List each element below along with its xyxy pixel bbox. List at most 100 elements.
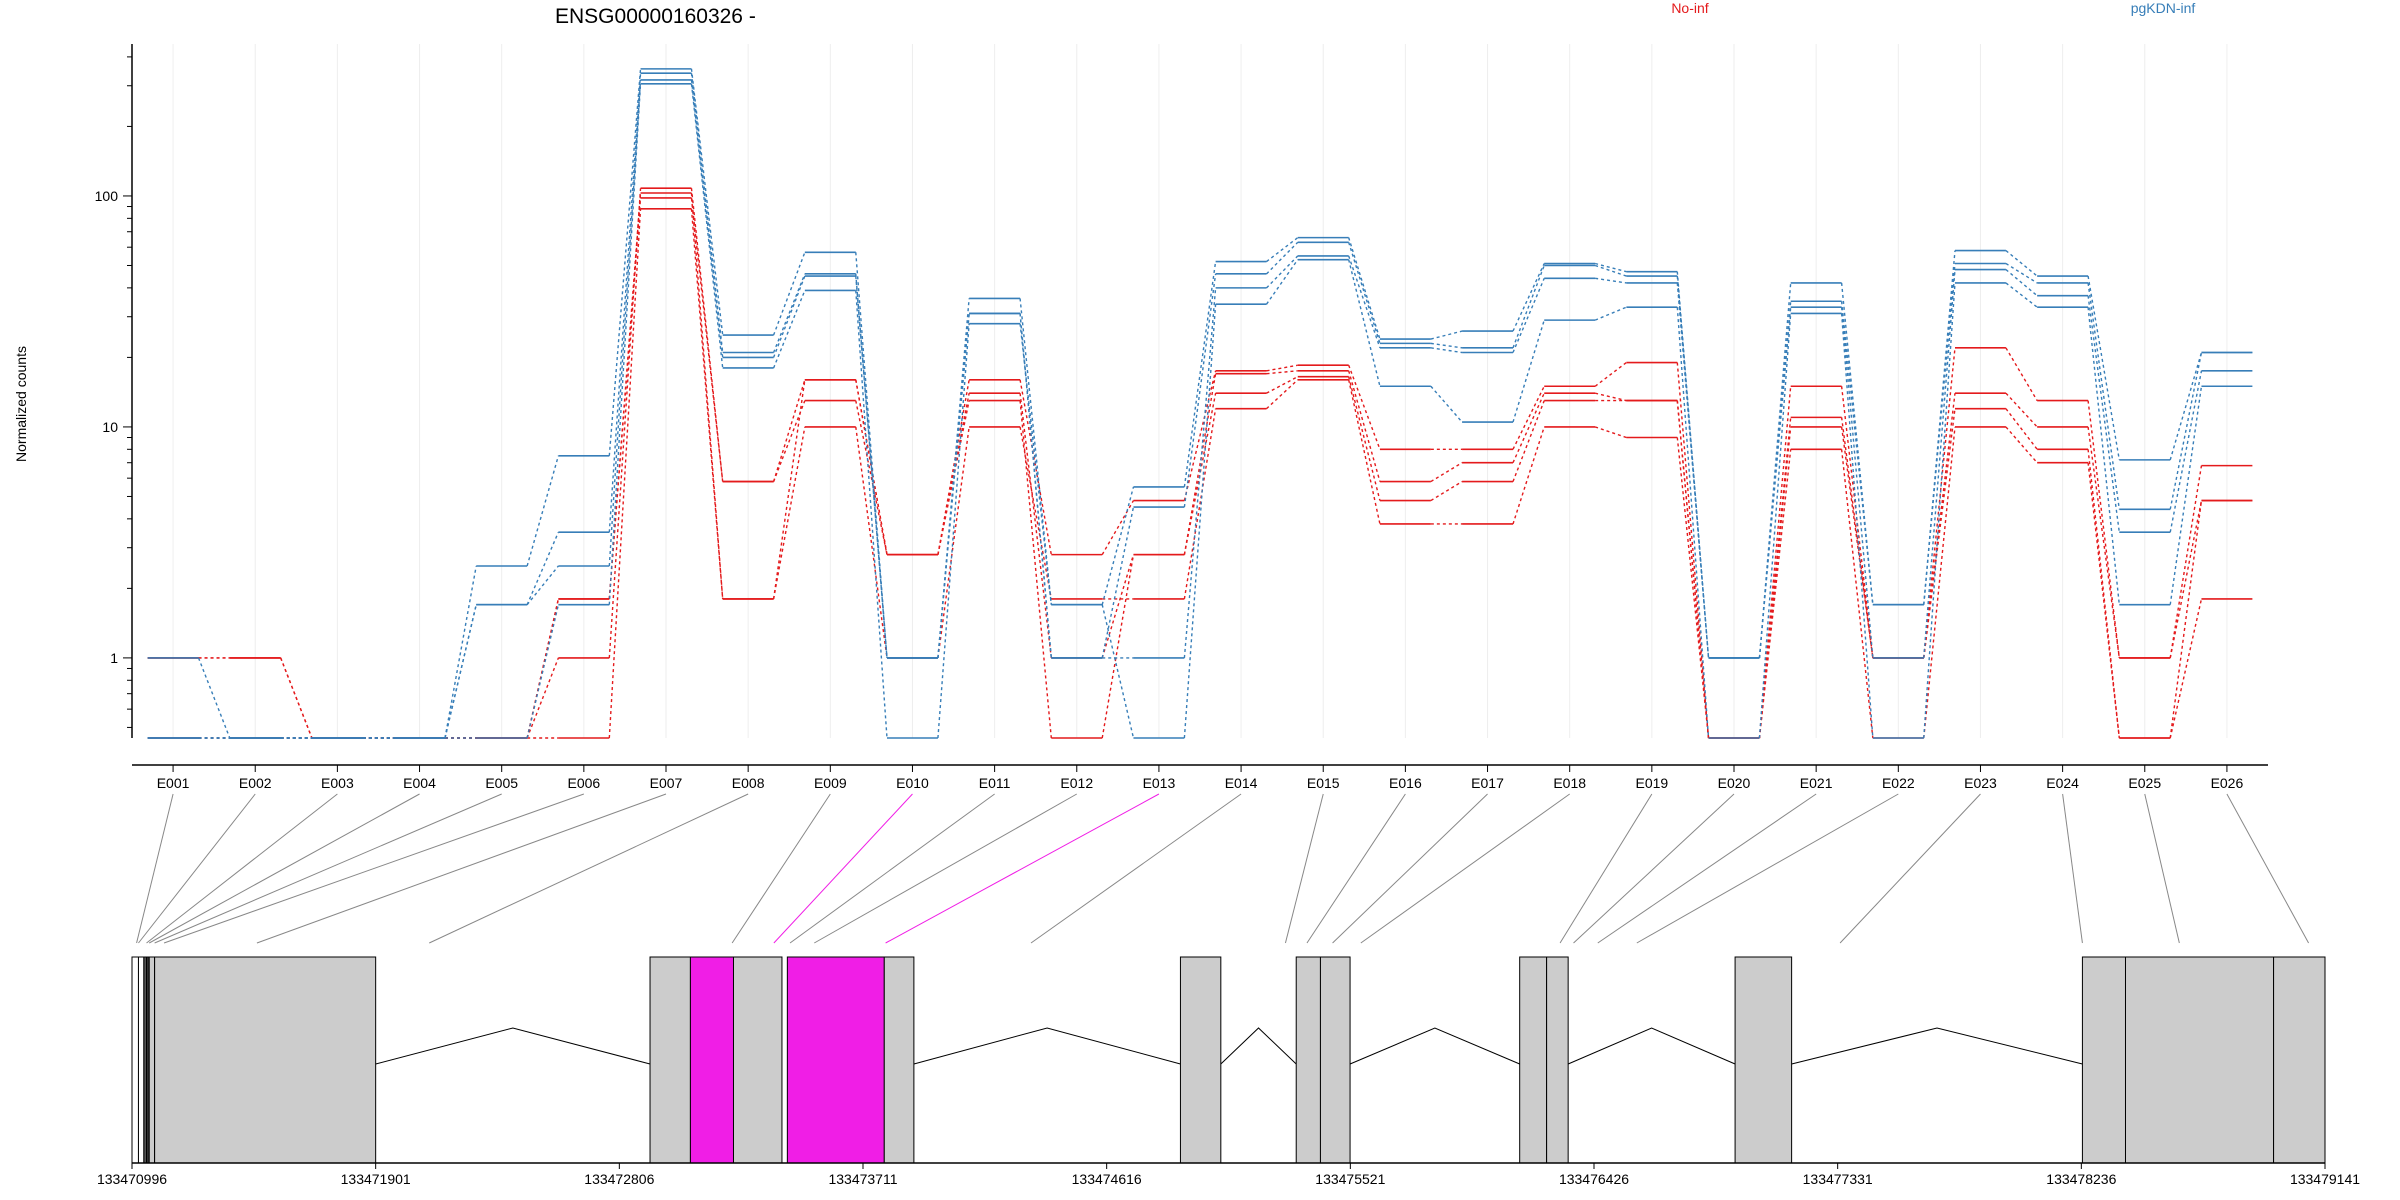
data-connector bbox=[2169, 352, 2203, 510]
x-tick-label: E002 bbox=[239, 775, 272, 791]
series-pgKDN-inf-7 bbox=[147, 82, 2253, 739]
data-connector bbox=[855, 275, 888, 658]
data-connector bbox=[1840, 417, 1874, 658]
data-connector bbox=[526, 531, 560, 605]
data-connector bbox=[1758, 307, 1792, 658]
exon-block bbox=[1295, 956, 1321, 1164]
data-connector bbox=[937, 313, 970, 658]
coord-tick-label: 133472806 bbox=[584, 1171, 654, 1187]
data-connector bbox=[2087, 275, 2120, 460]
data-connector bbox=[2087, 307, 2120, 605]
data-connector bbox=[1348, 370, 1381, 482]
connector-E018 bbox=[1360, 793, 1570, 944]
exon-block bbox=[2124, 956, 2275, 1164]
data-connector bbox=[1676, 400, 1710, 739]
data-connector bbox=[1923, 269, 1956, 658]
data-connector bbox=[772, 273, 806, 353]
x-tick-label: E006 bbox=[567, 775, 600, 791]
y-axis-label: Normalized counts bbox=[13, 346, 29, 462]
data-connector bbox=[1430, 347, 1463, 354]
connector-E017 bbox=[1332, 793, 1488, 944]
data-connector bbox=[1676, 282, 1710, 658]
data-connector bbox=[1594, 306, 1627, 321]
data-connector bbox=[2169, 500, 2203, 739]
data-connector bbox=[1758, 313, 1792, 739]
connector-E024 bbox=[2062, 793, 2083, 944]
data-connector bbox=[1183, 408, 1217, 600]
coord-tick-label: 133474616 bbox=[1072, 1171, 1142, 1187]
intron-line bbox=[1220, 1027, 1297, 1065]
grid-lines bbox=[172, 44, 2228, 738]
data-connector bbox=[1923, 347, 1956, 658]
x-tick-label: E007 bbox=[650, 775, 683, 791]
data-connector bbox=[444, 565, 477, 739]
data-connector bbox=[1183, 304, 1217, 739]
connector-E011 bbox=[789, 793, 995, 944]
data-connector bbox=[1183, 261, 1217, 487]
exon-block bbox=[2273, 956, 2326, 1164]
series-pgKDN-inf-5 bbox=[147, 72, 2253, 739]
coord-tick-label: 133476426 bbox=[1559, 1171, 1629, 1187]
x-tick-label: E012 bbox=[1060, 775, 1093, 791]
data-connector bbox=[608, 208, 642, 739]
data-connector bbox=[937, 313, 970, 658]
data-connector bbox=[1594, 392, 1627, 402]
data-connector bbox=[1348, 259, 1381, 387]
data-connector bbox=[2169, 500, 2203, 659]
connector-E005 bbox=[154, 793, 502, 944]
data-connector bbox=[280, 657, 313, 739]
coord-tick-label: 133477331 bbox=[1803, 1171, 1873, 1187]
data-connector bbox=[1923, 408, 1956, 658]
x-tick-label: E016 bbox=[1389, 775, 1422, 791]
data-connector bbox=[1348, 379, 1381, 525]
data-connector bbox=[1348, 242, 1381, 344]
intron-line bbox=[913, 1027, 1181, 1065]
coord-tick-label: 133473711 bbox=[828, 1171, 897, 1187]
data-connector bbox=[2087, 462, 2120, 739]
x-tick-label: E009 bbox=[814, 775, 847, 791]
y-tick-label: 1 bbox=[110, 650, 118, 666]
data-connector bbox=[1676, 307, 1710, 739]
coord-tick-label: 133479141 bbox=[2290, 1171, 2360, 1187]
data-connector bbox=[1266, 376, 1299, 394]
data-connector bbox=[1266, 379, 1299, 410]
exon-connector-lines bbox=[136, 793, 2310, 944]
data-connector bbox=[1348, 364, 1381, 450]
data-connector bbox=[1840, 386, 1874, 658]
data-connector bbox=[1840, 449, 1874, 739]
data-connector bbox=[1101, 554, 1135, 739]
exon-block bbox=[1519, 956, 1548, 1164]
data-connector bbox=[608, 188, 642, 658]
data-connector bbox=[1183, 370, 1217, 501]
legend-label-pgkdn-inf: pgKDN-inf bbox=[2131, 0, 2196, 16]
data-connector bbox=[1840, 307, 1874, 658]
data-connector bbox=[1923, 393, 1956, 658]
data-connector bbox=[2087, 426, 2120, 658]
x-tick-label: E023 bbox=[1964, 775, 1997, 791]
data-connector bbox=[608, 73, 642, 533]
exon-block bbox=[131, 956, 139, 1164]
coord-tick-label: 133471901 bbox=[341, 1171, 411, 1187]
connector-E007 bbox=[256, 793, 667, 944]
x-tick-label: E013 bbox=[1143, 775, 1176, 791]
data-connector bbox=[1430, 480, 1463, 502]
x-tick-label: E010 bbox=[896, 775, 929, 791]
legend-label-no-inf: No-inf bbox=[1671, 0, 1708, 16]
data-connector bbox=[2005, 250, 2038, 277]
data-connector bbox=[1430, 330, 1463, 340]
x-tick-label: E019 bbox=[1635, 775, 1668, 791]
intron-line bbox=[1349, 1027, 1520, 1065]
x-tick-label: E024 bbox=[2046, 775, 2079, 791]
data-connector bbox=[937, 426, 970, 658]
data-connector bbox=[1840, 282, 1874, 605]
data-connector bbox=[1758, 386, 1792, 739]
data-connector bbox=[2005, 262, 2038, 284]
exon-block bbox=[148, 956, 156, 1164]
data-connector bbox=[1594, 264, 1627, 277]
data-connector bbox=[772, 379, 806, 482]
data-connector bbox=[1430, 342, 1463, 349]
data-connector bbox=[1101, 486, 1135, 605]
data-connector bbox=[690, 79, 724, 358]
data-connector bbox=[608, 192, 642, 599]
intron-line bbox=[375, 1027, 651, 1065]
